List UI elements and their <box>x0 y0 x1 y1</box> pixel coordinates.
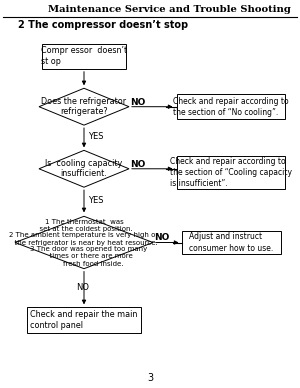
Text: NO: NO <box>154 233 170 242</box>
Text: NO: NO <box>76 282 89 292</box>
Polygon shape <box>15 217 153 268</box>
Text: 3: 3 <box>147 373 153 383</box>
Polygon shape <box>39 88 129 125</box>
Bar <box>182 231 280 254</box>
Text: NO: NO <box>130 159 146 169</box>
Text: Check and repair according to
the section of “Cooling capacity
is insufficient”.: Check and repair according to the sectio… <box>170 157 292 188</box>
Text: 1 The thermostat  was
  set at the coldest position.
2 The ambient temperature i: 1 The thermostat was set at the coldest … <box>9 218 159 267</box>
Bar <box>42 44 126 69</box>
Text: Adjust and instruct
consumer how to use.: Adjust and instruct consumer how to use. <box>189 232 273 253</box>
Text: NO: NO <box>130 97 146 107</box>
Text: Maintenance Service and Trouble Shooting: Maintenance Service and Trouble Shooting <box>48 5 291 14</box>
Bar <box>177 94 285 120</box>
Text: 2 The compressor doesn’t stop: 2 The compressor doesn’t stop <box>18 20 188 30</box>
Text: Does the refrigerator
refrigerate?: Does the refrigerator refrigerate? <box>41 97 127 116</box>
Polygon shape <box>39 151 129 187</box>
Text: YES: YES <box>88 132 104 142</box>
Bar <box>27 307 141 333</box>
Text: Check and repair according to
the section of “No cooling”.: Check and repair according to the sectio… <box>173 97 289 117</box>
Text: Check and repair the main
control panel: Check and repair the main control panel <box>30 310 138 330</box>
Text: Is  cooling capacity
insufficient.: Is cooling capacity insufficient. <box>45 159 123 178</box>
Text: YES: YES <box>88 196 104 205</box>
Text: Compr essor  doesn’t
st op: Compr essor doesn’t st op <box>41 46 127 66</box>
Bar <box>177 156 285 189</box>
